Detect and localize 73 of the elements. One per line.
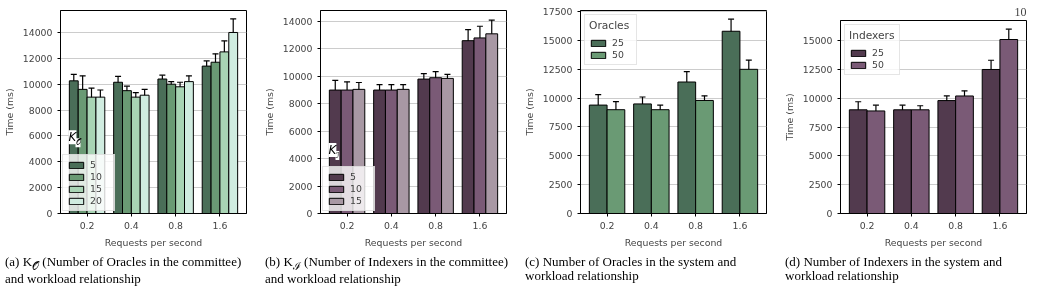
y-tick-label: 10000 xyxy=(802,92,833,104)
x-tick-label: 0.2 xyxy=(599,219,615,231)
text: (c) Number of Oracles in the system and workload relationship xyxy=(525,254,738,283)
y-axis-title: Time (ms) xyxy=(3,88,15,137)
y-tick-label: 6000 xyxy=(288,125,313,137)
x-tick-label: 0.8 xyxy=(428,219,444,231)
x-tick-label: 0.2 xyxy=(859,219,875,231)
x-axis-title: Requests per second xyxy=(884,236,983,248)
y-tick-label: 7500 xyxy=(548,121,573,133)
legend-label: 10 xyxy=(350,183,363,194)
legend-label: 50 xyxy=(872,59,885,70)
y-tick-label: 17500 xyxy=(542,6,573,18)
text: (a) K$_{𝒪}$ (Number of Oracles in the committee) and workload relationship xyxy=(5,254,243,286)
y-tick-label: 2500 xyxy=(808,179,833,191)
legend-label: 10 xyxy=(90,171,103,182)
text: (d) Number of Indexers in the system and workload relationship xyxy=(785,254,1003,283)
y-tick-label: 14000 xyxy=(22,26,53,38)
y-tick-label: 12000 xyxy=(282,43,313,55)
x-tick-label: 1.6 xyxy=(212,219,228,231)
legend-label: 5 xyxy=(350,171,357,182)
y-tick-label: 4000 xyxy=(288,153,313,165)
y-tick-label: 4000 xyxy=(28,156,53,168)
x-tick-label: 1.6 xyxy=(732,219,748,231)
x-tick-label: 0.4 xyxy=(903,219,919,231)
legend-label: 20 xyxy=(90,195,103,206)
y-tick-label: 8000 xyxy=(28,104,53,116)
x-tick-label: 0.8 xyxy=(948,219,964,231)
x-axis-title: Requests per second xyxy=(364,236,463,248)
y-axis-title: Time (ms) xyxy=(523,88,535,137)
x-tick-label: 1.6 xyxy=(992,219,1008,231)
x-tick-label: 0.4 xyxy=(123,219,139,231)
y-tick-label: 0 xyxy=(826,208,833,219)
x-tick-label: 0.2 xyxy=(339,219,355,231)
y-tick-label: 12000 xyxy=(22,52,53,64)
x-tick-label: 1.6 xyxy=(472,219,488,231)
y-tick-label: 10000 xyxy=(542,92,573,104)
y-tick-label: 0 xyxy=(46,208,53,219)
x-tick-label: 0.4 xyxy=(643,219,659,231)
y-tick-label: 2000 xyxy=(28,182,53,194)
legend-label: 15 xyxy=(90,183,103,194)
x-tick-label: 0.4 xyxy=(383,219,399,231)
y-tick-label: 6000 xyxy=(28,130,53,142)
y-tick-label: 2000 xyxy=(288,180,313,192)
legend-label: 25 xyxy=(612,37,625,48)
x-tick-label: 0.2 xyxy=(79,219,95,231)
y-tick-label: 10000 xyxy=(282,70,313,82)
y-tick-label: 0 xyxy=(566,208,573,219)
x-axis-title: Requests per second xyxy=(624,236,723,248)
y-tick-label: 5000 xyxy=(548,150,573,162)
legend-label: 50 xyxy=(612,49,625,60)
y-tick-label: 15000 xyxy=(542,34,573,46)
y-tick-label: 8000 xyxy=(288,98,313,110)
y-tick-label: 12500 xyxy=(802,63,833,75)
y-tick-label: 12500 xyxy=(542,63,573,75)
y-tick-label: 2500 xyxy=(548,179,573,191)
x-tick-label: 0.8 xyxy=(168,219,184,231)
x-axis-title: Requests per second xyxy=(104,236,203,248)
legend-label: 5 xyxy=(90,159,97,170)
y-tick-label: 5000 xyxy=(808,150,833,162)
y-tick-label: 15000 xyxy=(802,35,833,47)
legend-title: Oracles xyxy=(589,19,631,32)
legend-label: 15 xyxy=(350,195,363,206)
y-axis-title: Time (ms) xyxy=(783,93,795,142)
legend-title: Indexers xyxy=(849,29,895,42)
x-tick-label: 0.8 xyxy=(688,219,704,231)
y-tick-label: 7500 xyxy=(808,121,833,133)
y-tick-label: 10000 xyxy=(22,78,53,90)
y-tick-label: 14000 xyxy=(282,15,313,27)
y-axis-title: Time (ms) xyxy=(263,88,275,137)
text: 10 xyxy=(1014,4,1027,19)
legend-label: 25 xyxy=(872,47,885,58)
text: (b) K$_{ℐ}$ (Number of Indexers in the committee) and workload relationship xyxy=(265,254,509,286)
y-tick-label: 0 xyxy=(306,208,313,219)
